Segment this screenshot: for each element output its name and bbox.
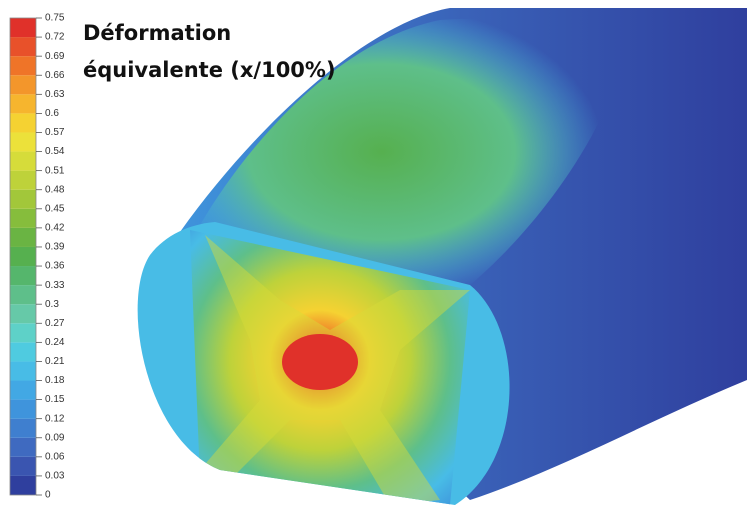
legend-tick-label: 0.39: [45, 242, 65, 253]
legend-tick-label: 0.33: [45, 280, 65, 291]
legend-band: [10, 381, 36, 400]
legend-band: [10, 304, 36, 323]
legend-band: [10, 400, 36, 419]
legend-band: [10, 37, 36, 56]
legend-band: [10, 419, 36, 438]
legend-band: [10, 113, 36, 132]
legend-band: [10, 228, 36, 247]
legend-tick-label: 0.27: [45, 318, 65, 329]
legend-tick-label: 0.75: [45, 13, 65, 24]
legend-tick-label: 0.12: [45, 413, 65, 424]
legend-band: [10, 152, 36, 171]
legend-band: [10, 476, 36, 495]
legend-band: [10, 132, 36, 151]
legend-band: [10, 361, 36, 380]
legend-tick-label: 0.66: [45, 70, 65, 81]
legend-tick-label: 0.3: [45, 299, 59, 310]
legend-tick-label: 0.03: [45, 471, 65, 482]
legend-tick-label: 0.18: [45, 375, 65, 386]
screenshot: 0 0.03 0.06 0.09 0.12 0.15 0.18 0.21 0.24 0.27 0.3…: [0, 0, 747, 507]
legend-band: [10, 438, 36, 457]
legend-band: [10, 457, 36, 476]
color-legend: 0 0.03 0.06 0.09 0.12 0.15 0.18 0.21 0.24 0.27 0.3…: [10, 13, 65, 501]
legend-band: [10, 56, 36, 75]
legend-tick-label: 0.24: [45, 337, 65, 348]
legend-band: [10, 285, 36, 304]
legend-band: [10, 94, 36, 113]
legend-tick-label: 0.6: [45, 108, 59, 119]
legend-band: [10, 171, 36, 190]
legend-tick-label: 0.69: [45, 51, 65, 62]
legend-tick-label: 0: [45, 490, 51, 501]
legend-band: [10, 342, 36, 361]
legend-tick-label: 0.42: [45, 223, 65, 234]
legend-tick-label: 0.45: [45, 203, 65, 214]
legend-tick-label: 0.51: [45, 165, 65, 176]
legend-band: [10, 18, 36, 37]
legend-tick-label: 0.21: [45, 356, 65, 367]
legend-tick-label: 0.06: [45, 451, 65, 462]
legend-band: [10, 190, 36, 209]
legend-tick-label: 0.15: [45, 394, 65, 405]
legend-tick-label: 0.63: [45, 89, 65, 100]
title-line: Déformation: [83, 21, 231, 45]
legend-tick-label: 0.72: [45, 32, 65, 43]
legend-tick-label: 0.48: [45, 184, 65, 195]
legend-tick-label: 0.57: [45, 127, 65, 138]
legend-band: [10, 266, 36, 285]
legend-band: [10, 75, 36, 94]
legend-tick-label: 0.36: [45, 261, 65, 272]
legend-tick-label: 0.09: [45, 432, 65, 443]
legend-band: [10, 209, 36, 228]
legend-band: [10, 323, 36, 342]
legend-tick-label: 0.54: [45, 146, 65, 157]
legend-band: [10, 247, 36, 266]
title-line: équivalente (x/100%): [83, 58, 336, 82]
face-peak: [282, 334, 358, 390]
